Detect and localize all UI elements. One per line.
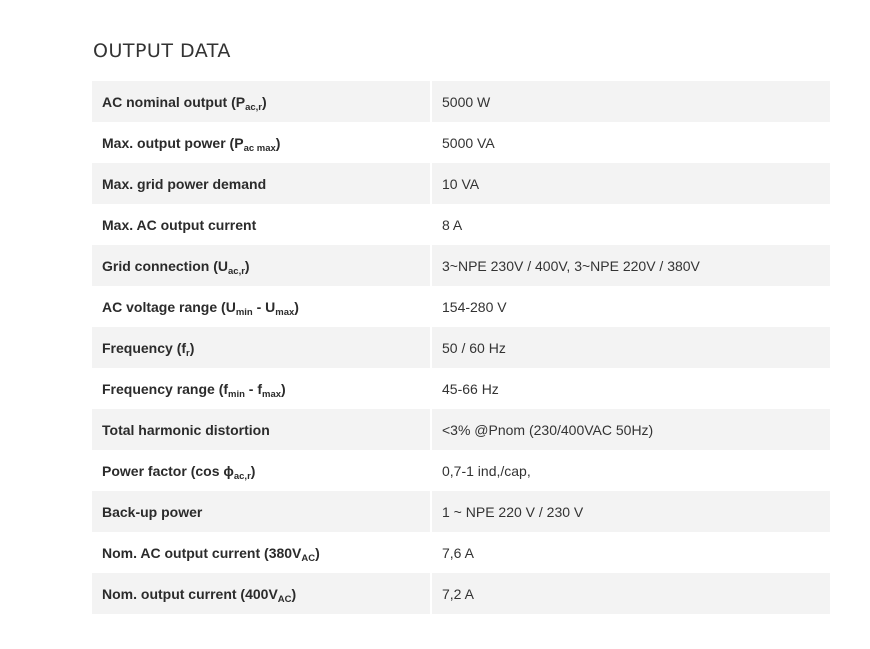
row-value: 7,6 A: [442, 544, 474, 561]
label-segment: ): [244, 257, 250, 274]
label-segment: Max. grid power demand: [102, 175, 267, 192]
label-text: Back-up power: [102, 504, 202, 520]
table-row: AC nominal output (Pac,r) 5000 W: [92, 81, 830, 122]
label-segment: Max. output power (P: [102, 134, 244, 151]
label-text: Power factor (cos ϕac,r): [102, 462, 256, 482]
row-label: Max. grid power demand: [92, 163, 430, 204]
table-row: AC voltage range (Umin - Umax) 154-280 V: [92, 286, 830, 327]
label-text: AC voltage range (Umin - Umax): [102, 298, 299, 318]
row-value: 5000 VA: [442, 134, 495, 151]
section-title: OUTPUT DATA: [93, 40, 231, 62]
label-segment: - U: [252, 298, 276, 315]
table-row: Power factor (cos ϕac,r) 0,7-1 ind,/cap,: [92, 450, 830, 491]
label-subscript: AC: [301, 552, 316, 564]
row-value: 1 ~ NPE 220 V / 230 V: [432, 491, 830, 532]
label-text: Max. AC output current: [102, 217, 256, 233]
label-segment: - f: [244, 380, 263, 397]
row-value: 50 / 60 Hz: [432, 327, 830, 368]
row-value: 154-280 V: [442, 298, 507, 315]
label-segment: ): [262, 93, 267, 110]
row-label: Nom. AC output current (380VAC): [92, 532, 430, 573]
label-subscript: min: [228, 388, 245, 400]
label-segment: ): [291, 585, 297, 602]
label-segment: Back-up power: [102, 503, 203, 520]
row-value: 10 VA: [432, 163, 830, 204]
table-row: Nom. output current (400VAC) 7,2 A: [92, 573, 830, 614]
table-row: Nom. AC output current (380VAC) 7,6 A: [92, 532, 830, 573]
table-row: Frequency range (fmin - fmax) 45-66 Hz: [92, 368, 830, 409]
row-label: AC nominal output (Pac,r): [92, 81, 430, 122]
label-text: Total harmonic distortion: [102, 422, 270, 438]
row-label: Grid connection (Uac,r): [92, 245, 430, 286]
label-segment: Frequency (f: [102, 339, 187, 356]
label-subscript: ac,r: [233, 470, 251, 482]
label-subscript: max: [262, 388, 282, 400]
table-row: Total harmonic distortion <3% @Pnom (230/…: [92, 409, 830, 450]
row-value: <3% @Pnom (230/400VAC 50Hz): [432, 409, 830, 450]
label-segment: Frequency range (f: [102, 380, 229, 397]
table-row: Frequency (fr) 50 / 60 Hz: [92, 327, 830, 368]
row-label: Total harmonic distortion: [92, 409, 430, 450]
label-text: AC nominal output (Pac,r): [102, 93, 267, 113]
row-value: 3~NPE 230V / 400V, 3~NPE 220V / 380V: [432, 245, 830, 286]
table-row: Max. AC output current 8 A: [92, 204, 830, 245]
label-text: Frequency range (fmin - fmax): [102, 380, 286, 400]
row-value: 5000 W: [432, 81, 830, 122]
label-segment: Grid connection (U: [102, 257, 228, 274]
row-label: Power factor (cos ϕac,r): [92, 450, 430, 491]
row-value: 45-66 Hz: [442, 380, 499, 397]
row-label: Frequency (fr): [92, 327, 430, 368]
table-row: Max. output power (Pac max) 5000 VA: [92, 122, 830, 163]
label-segment: ): [250, 462, 256, 479]
row-value: 0,7-1 ind,/cap,: [442, 462, 531, 479]
label-subscript: max: [275, 306, 295, 318]
row-label: Nom. output current (400VAC): [92, 573, 430, 614]
output-data-table: AC nominal output (Pac,r) 5000 W Max. outp…: [92, 81, 830, 614]
label-subscript: ac,r: [245, 101, 262, 113]
row-label: AC voltage range (Umin - Umax): [92, 286, 430, 327]
label-text: Nom. AC output current (380VAC): [102, 544, 320, 564]
label-subscript: ac,r: [228, 265, 245, 277]
row-label: Back-up power: [92, 491, 430, 532]
label-segment: AC voltage range (U: [102, 298, 236, 315]
table-row: Back-up power 1 ~ NPE 220 V / 230 V: [92, 491, 830, 532]
row-value: 7,2 A: [432, 573, 830, 614]
label-segment: ): [315, 544, 320, 561]
label-text: Nom. output current (400VAC): [102, 585, 297, 605]
row-label: Max. output power (Pac max): [92, 122, 430, 163]
label-subscript: ac max: [243, 142, 276, 154]
label-segment: Max. AC output current: [102, 216, 257, 233]
label-text: Max. grid power demand: [102, 176, 266, 192]
label-text: Frequency (fr): [102, 339, 195, 359]
label-segment: ): [275, 134, 281, 151]
label-segment: Total harmonic distortion: [102, 421, 270, 438]
label-segment: ): [281, 380, 286, 397]
label-subscript: r: [186, 347, 190, 359]
row-value: 8 A: [442, 216, 463, 233]
label-subscript: AC: [277, 593, 292, 605]
label-segment: Nom. AC output current (380V: [102, 544, 302, 561]
label-segment: AC nominal output (P: [102, 93, 246, 110]
label-segment: Power factor (cos ϕ: [102, 462, 234, 479]
row-label: Max. AC output current: [92, 204, 430, 245]
label-segment: Nom. output current (400V: [102, 585, 278, 602]
label-segment: ): [189, 339, 195, 356]
label-segment: ): [294, 298, 299, 315]
label-text: Grid connection (Uac,r): [102, 257, 250, 277]
table-row: Max. grid power demand 10 VA: [92, 163, 830, 204]
label-subscript: min: [235, 306, 253, 318]
label-text: Max. output power (Pac max): [102, 134, 281, 154]
table-row: Grid connection (Uac,r) 3~NPE 230V / 400V…: [92, 245, 830, 286]
row-label: Frequency range (fmin - fmax): [92, 368, 430, 409]
